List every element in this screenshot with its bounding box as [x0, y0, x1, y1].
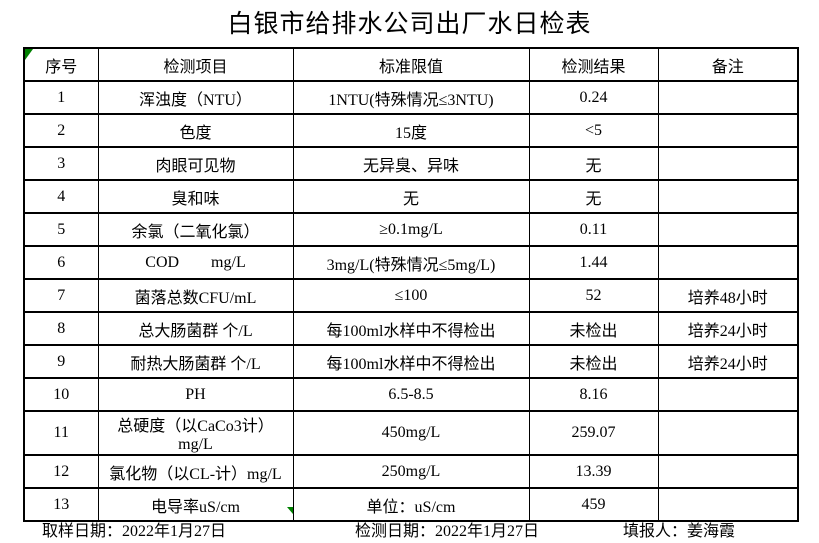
- cell-standard: 250mg/L: [292, 454, 530, 489]
- table-row: 4 臭和味无无: [23, 179, 799, 214]
- cell-result: 无: [528, 146, 659, 181]
- cell-result: 无: [528, 179, 659, 214]
- testing-date-label: 检测日期：: [355, 523, 436, 540]
- cell-standard: 每100ml水样中不得检出: [292, 344, 530, 379]
- cell-note: [657, 245, 799, 280]
- header-standard: 标准限值: [292, 47, 530, 82]
- inspection-table: 序号 检测项目 标准限值 检测结果 备注 1 浑浊度（NTU） 1NTU(特殊情况≤…: [23, 47, 799, 522]
- cell-result: 1.44: [528, 245, 659, 280]
- table-row: 10 PH 6.5-8.5 8.16: [23, 377, 799, 412]
- cell-item: 浑浊度（NTU）: [97, 80, 294, 115]
- cell-seq: 2: [23, 113, 99, 148]
- reporter-label: 填报人：: [623, 523, 688, 540]
- cell-note: [657, 113, 799, 148]
- cell-seq: 6: [23, 245, 99, 280]
- cell-result: <5: [528, 113, 659, 148]
- cell-result: 459: [528, 487, 659, 522]
- cell-result: 52: [528, 278, 659, 313]
- sampling-date: 取样日期：2022年1月27日: [42, 517, 226, 541]
- header-item: 检测项目: [97, 47, 294, 82]
- excel-green-corner-icon: [25, 49, 33, 60]
- cell-note: [657, 212, 799, 247]
- cell-standard: ≤100: [292, 278, 530, 313]
- table-row: 1 浑浊度（NTU） 1NTU(特殊情况≤3NTU) 0.24: [23, 80, 799, 115]
- cell-item: 总大肠菌群 个/L: [97, 311, 294, 346]
- cell-result: 259.07: [528, 410, 659, 456]
- excel-green-marker-icon: [287, 507, 293, 514]
- cell-result: 0.24: [528, 80, 659, 115]
- cell-item: 臭和味: [97, 179, 294, 214]
- cell-item: 电导率uS/cm: [97, 487, 294, 522]
- cell-standard: 15度: [292, 113, 530, 148]
- cell-result: 未检出: [528, 311, 659, 346]
- cell-seq: 5: [23, 212, 99, 247]
- cell-result: 13.39: [528, 454, 659, 489]
- header-result: 检测结果: [528, 47, 659, 82]
- cell-seq: 7: [23, 278, 99, 313]
- cell-seq: 9: [23, 344, 99, 379]
- testing-date: 检测日期：2022年1月27日: [355, 517, 539, 541]
- cell-item: 菌落总数CFU/mL: [97, 278, 294, 313]
- cell-seq: 12: [23, 454, 99, 489]
- cell-standard: 1NTU(特殊情况≤3NTU): [292, 80, 530, 115]
- cell-note: 培养24小时: [657, 311, 799, 346]
- cell-result: 0.11: [528, 212, 659, 247]
- cell-item: 氯化物（以CL-计）mg/L: [97, 454, 294, 489]
- cell-result: 未检出: [528, 344, 659, 379]
- table-row: 2 色度 15度 <5: [23, 113, 799, 148]
- cell-seq: 3: [23, 146, 99, 181]
- cell-note: 培养24小时: [657, 344, 799, 379]
- cell-note: [657, 377, 799, 412]
- page-title: 白银市给排水公司出厂水日检表: [227, 11, 592, 38]
- cell-note: 培养48小时: [657, 278, 799, 313]
- cell-item: 余氯（二氧化氯）: [97, 212, 294, 247]
- table-row: 9 耐热大肠菌群 个/L 每100ml水样中不得检出 未检出 培养24小时: [23, 344, 799, 379]
- cell-standard: 无: [292, 179, 530, 214]
- reporter: 填报人：姜海霞: [623, 517, 735, 541]
- cell-standard: 每100ml水样中不得检出: [292, 311, 530, 346]
- cell-standard: 6.5-8.5: [292, 377, 530, 412]
- cell-standard: 450mg/L: [292, 410, 530, 456]
- table-row: 11 总硬度（以CaCo3计）mg/L 450mg/L 259.07: [23, 410, 799, 456]
- cell-standard: ≥0.1mg/L: [292, 212, 530, 247]
- cell-item: 总硬度（以CaCo3计）mg/L: [97, 410, 294, 456]
- table-row: 7 菌落总数CFU/mL ≤100 52 培养48小时: [23, 278, 799, 313]
- cell-seq: 11: [23, 410, 99, 456]
- table-row: 13 电导率uS/cm 单位：uS/cm 459: [23, 487, 799, 522]
- cell-standard: 无异臭、异味: [292, 146, 530, 181]
- cell-note: [657, 410, 799, 456]
- cell-standard: 3mg/L(特殊情况≤5mg/L): [292, 245, 530, 280]
- cell-item: 肉眼可见物: [97, 146, 294, 181]
- reporter-value: 姜海霞: [687, 523, 736, 540]
- table-row: 6 COD mg/L 3mg/L(特殊情况≤5mg/L) 1.44: [23, 245, 799, 280]
- cell-item: PH: [97, 377, 294, 412]
- cell-seq: 10: [23, 377, 99, 412]
- header-row: 序号 检测项目 标准限值 检测结果 备注: [23, 47, 799, 82]
- cell-note: [657, 179, 799, 214]
- sampling-date-value: 2022年1月27日: [122, 523, 227, 540]
- cell-result: 8.16: [528, 377, 659, 412]
- cell-note: [657, 146, 799, 181]
- cell-seq: 13: [23, 487, 99, 522]
- cell-seq: 1: [23, 80, 99, 115]
- table-row: 12 氯化物（以CL-计）mg/L 250mg/L 13.39: [23, 454, 799, 489]
- cell-seq: 4: [23, 179, 99, 214]
- cell-note: [657, 454, 799, 489]
- table-row: 5 余氯（二氧化氯） ≥0.1mg/L 0.11: [23, 212, 799, 247]
- sampling-date-label: 取样日期：: [42, 523, 123, 540]
- table-header: 序号 检测项目 标准限值 检测结果 备注: [23, 47, 799, 82]
- testing-date-value: 2022年1月27日: [435, 523, 540, 540]
- cell-item: 耐热大肠菌群 个/L: [97, 344, 294, 379]
- cell-note: [657, 487, 799, 522]
- cell-seq: 8: [23, 311, 99, 346]
- table-row: 8 总大肠菌群 个/L 每100ml水样中不得检出 未检出 培养24小时: [23, 311, 799, 346]
- header-seq: 序号: [23, 47, 99, 82]
- cell-item: COD mg/L: [97, 245, 294, 280]
- cell-item: 色度: [97, 113, 294, 148]
- table-body: 1 浑浊度（NTU） 1NTU(特殊情况≤3NTU) 0.24 2 色度 15度 <5 3 肉眼可…: [23, 80, 799, 522]
- header-note: 备注: [657, 47, 799, 82]
- cell-note: [657, 80, 799, 115]
- table-row: 3 肉眼可见物 无异臭、异味无: [23, 146, 799, 181]
